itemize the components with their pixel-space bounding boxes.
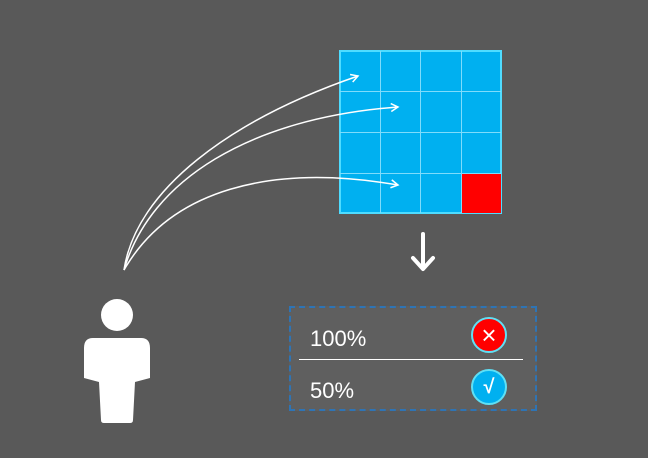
- cross-icon: ×: [471, 317, 507, 353]
- highlighted-cell: [462, 174, 501, 213]
- check-symbol: √: [483, 375, 495, 398]
- result-value-2: 50%: [310, 378, 355, 403]
- cell-grid: [339, 50, 502, 214]
- person-icon: [84, 299, 150, 423]
- result-value-1: 100%: [310, 326, 367, 351]
- grid-lines: [340, 51, 501, 213]
- arrow-to-cell-4-2: [123, 176, 400, 271]
- gaze-arrows: [123, 73, 400, 271]
- cross-symbol: ×: [481, 319, 497, 350]
- results-panel: 100% × 50% √: [289, 306, 537, 411]
- panel-divider: [299, 359, 523, 360]
- check-icon: √: [471, 369, 507, 405]
- arrow-down-icon: [411, 232, 435, 271]
- arrow-to-cell-2-2: [123, 102, 400, 271]
- arrow-to-cell-1-1: [123, 73, 360, 271]
